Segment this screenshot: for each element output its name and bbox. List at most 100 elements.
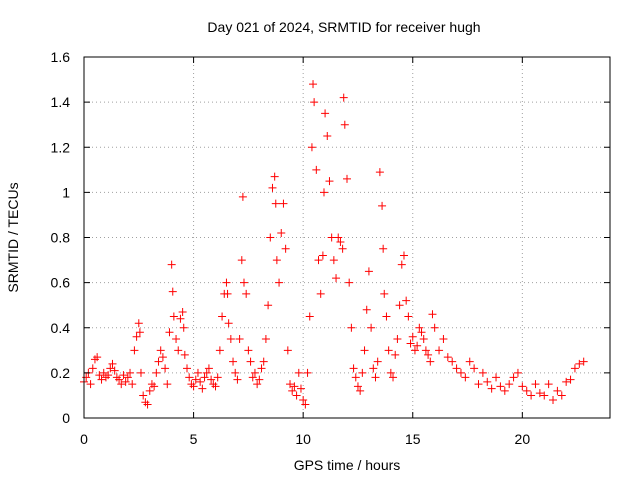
data-point	[309, 80, 318, 89]
data-point	[435, 346, 444, 355]
data-point	[248, 373, 257, 382]
data-point	[575, 359, 584, 368]
data-point	[430, 323, 439, 332]
data-point	[439, 335, 448, 344]
data-point	[145, 386, 154, 395]
data-point	[448, 357, 457, 366]
data-point	[178, 307, 187, 316]
data-point	[255, 375, 264, 384]
data-point	[231, 368, 240, 377]
data-point	[158, 353, 167, 362]
data-point	[101, 373, 110, 382]
data-points	[80, 80, 588, 409]
data-point	[380, 289, 389, 298]
data-point	[88, 364, 97, 373]
data-point	[424, 350, 433, 359]
y-tick-label: 1.6	[51, 49, 71, 65]
data-point	[362, 305, 371, 314]
data-point	[223, 289, 232, 298]
data-point	[143, 400, 152, 409]
data-point	[104, 371, 113, 380]
data-point	[187, 380, 196, 389]
data-point	[351, 373, 360, 382]
data-point	[139, 391, 148, 400]
data-point	[371, 373, 380, 382]
data-point	[218, 312, 227, 321]
data-point	[384, 346, 393, 355]
data-point	[277, 228, 286, 237]
data-point	[483, 377, 492, 386]
data-point	[290, 382, 299, 391]
data-point	[168, 287, 177, 296]
data-point	[570, 364, 579, 373]
data-point	[93, 353, 102, 362]
data-point	[272, 256, 281, 265]
data-point	[161, 364, 170, 373]
data-point	[492, 373, 501, 382]
data-point	[332, 274, 341, 283]
data-point	[375, 168, 384, 177]
data-point	[239, 278, 248, 287]
data-point	[180, 350, 189, 359]
data-point	[176, 314, 185, 323]
data-point	[165, 328, 174, 337]
x-tick-label: 0	[80, 431, 88, 447]
data-point	[379, 244, 388, 253]
data-point	[128, 380, 137, 389]
data-point	[321, 109, 330, 118]
data-point	[226, 335, 235, 344]
data-point	[389, 373, 398, 382]
data-point	[579, 357, 588, 366]
data-point	[319, 188, 328, 197]
y-tick-label: 0.8	[51, 230, 71, 246]
x-tick-label: 20	[515, 431, 531, 447]
data-point	[257, 364, 266, 373]
data-point	[196, 377, 205, 386]
chart-title: Day 021 of 2024, SRMTID for receiver hug…	[207, 19, 480, 35]
data-point	[238, 192, 247, 201]
data-point	[509, 373, 518, 382]
data-point	[261, 335, 270, 344]
data-point	[115, 375, 124, 384]
data-point	[253, 380, 262, 389]
data-point	[136, 368, 145, 377]
data-point	[275, 278, 284, 287]
data-point	[95, 371, 104, 380]
data-point	[147, 380, 156, 389]
data-point	[270, 172, 279, 181]
data-point	[198, 384, 207, 393]
data-point	[329, 256, 338, 265]
data-point	[364, 267, 373, 276]
data-point	[296, 384, 305, 393]
data-point	[474, 380, 483, 389]
data-point	[271, 199, 280, 208]
data-point	[174, 346, 183, 355]
data-point	[410, 346, 419, 355]
data-point	[229, 357, 238, 366]
data-point	[316, 289, 325, 298]
data-point	[540, 391, 549, 400]
y-tick-label: 0.2	[51, 365, 71, 381]
data-point	[456, 368, 465, 377]
data-point	[345, 278, 354, 287]
data-point	[235, 335, 244, 344]
data-point	[268, 183, 277, 192]
data-point	[86, 380, 95, 389]
data-point	[185, 373, 194, 382]
x-tick-label: 10	[295, 431, 311, 447]
data-point	[224, 319, 233, 328]
data-point	[378, 201, 387, 210]
data-point	[487, 384, 496, 393]
data-point	[237, 256, 246, 265]
data-point	[307, 143, 316, 152]
data-point	[183, 364, 192, 373]
data-point	[288, 386, 297, 395]
data-point	[97, 375, 106, 384]
data-point	[130, 346, 139, 355]
data-point	[314, 256, 323, 265]
data-point	[215, 346, 224, 355]
data-point	[305, 312, 314, 321]
data-point	[421, 346, 430, 355]
y-tick-label: 1	[62, 184, 70, 200]
data-point	[90, 355, 99, 364]
